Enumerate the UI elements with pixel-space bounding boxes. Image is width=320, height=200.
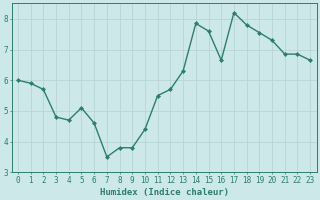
X-axis label: Humidex (Indice chaleur): Humidex (Indice chaleur) <box>100 188 228 197</box>
